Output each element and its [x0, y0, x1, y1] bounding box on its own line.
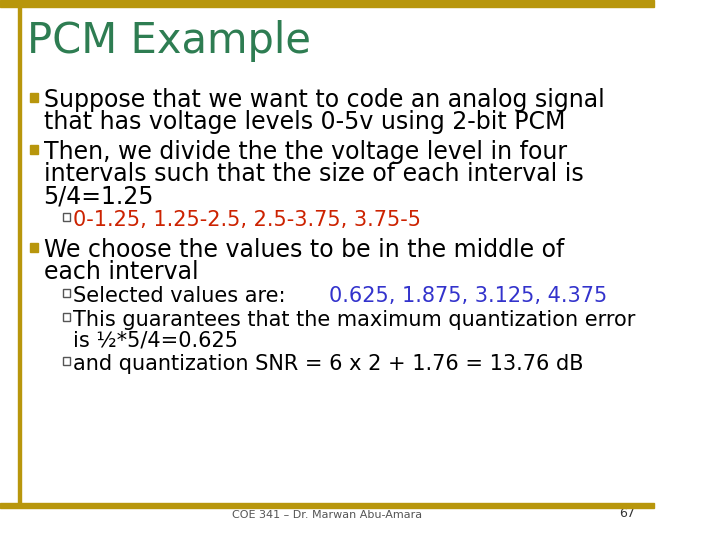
Text: that has voltage levels 0-5v using 2-bit PCM: that has voltage levels 0-5v using 2-bit… — [44, 110, 565, 134]
Text: 67: 67 — [620, 507, 636, 520]
Text: PCM Example: PCM Example — [27, 20, 311, 62]
Text: intervals such that the size of each interval is: intervals such that the size of each int… — [44, 162, 583, 186]
Bar — [0, 503, 654, 508]
Text: COE 341 – Dr. Marwan Abu-Amara: COE 341 – Dr. Marwan Abu-Amara — [232, 510, 422, 520]
Text: is ½*5/4=0.625: is ½*5/4=0.625 — [73, 330, 238, 350]
Text: Selected values are:: Selected values are: — [73, 286, 292, 306]
Bar — [0, 0, 654, 7]
Text: This guarantees that the maximum quantization error: This guarantees that the maximum quantiz… — [73, 310, 635, 330]
Text: Then, we divide the the voltage level in four: Then, we divide the the voltage level in… — [44, 140, 567, 164]
Text: 0-1.25, 1.25-2.5, 2.5-3.75, 3.75-5: 0-1.25, 1.25-2.5, 2.5-3.75, 3.75-5 — [73, 210, 420, 230]
Bar — [30, 145, 37, 153]
Bar — [18, 7, 21, 503]
Text: Suppose that we want to code an analog signal: Suppose that we want to code an analog s… — [44, 88, 604, 112]
Bar — [30, 92, 37, 102]
Text: 5/4=1.25: 5/4=1.25 — [44, 184, 154, 208]
Text: and quantization SNR = 6 x 2 + 1.76 = 13.76 dB: and quantization SNR = 6 x 2 + 1.76 = 13… — [73, 354, 583, 374]
Text: each interval: each interval — [44, 260, 198, 284]
Text: We choose the values to be in the middle of: We choose the values to be in the middle… — [44, 238, 564, 262]
Text: 0.625, 1.875, 3.125, 4.375: 0.625, 1.875, 3.125, 4.375 — [329, 286, 608, 306]
Bar — [30, 242, 37, 252]
